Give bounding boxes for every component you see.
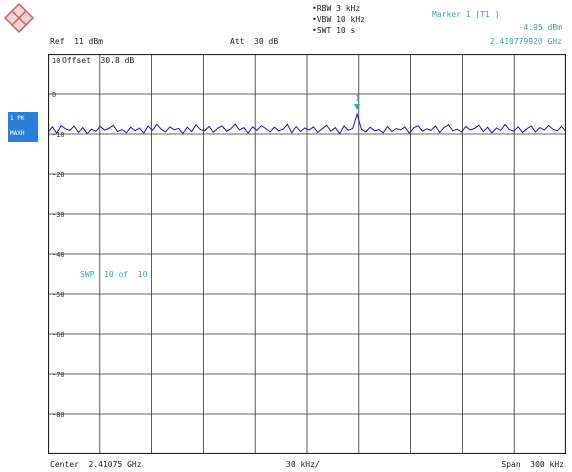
marker-1-icon: [354, 104, 361, 110]
ref-level-label: Ref 11 dBm: [50, 37, 103, 46]
y-tick-label: -80: [52, 411, 65, 419]
marker-frequency: 2.410779920 GHz: [489, 37, 562, 46]
y-tick-label: 10: [52, 57, 60, 65]
marker-title: Marker 1 [T1 ]: [432, 10, 500, 19]
attenuation-label: Att 30 dB: [230, 37, 279, 46]
span-label: Span 300 kHz: [501, 460, 564, 469]
rohde-schwarz-logo-icon: [3, 2, 35, 34]
plot-frame: [48, 54, 566, 454]
rbw-label: •RBW 3 kHz: [312, 4, 361, 13]
trace-mode-label: MAXH: [10, 130, 25, 137]
trace-mode-badge: 1 PK MAXH: [8, 112, 38, 142]
y-tick-label: -70: [52, 371, 65, 379]
spectrum-plot: 10 0 -10 -20 -30 -40 -50 -60 -70 -80 1: [48, 54, 566, 454]
y-tick-label: -20: [52, 171, 65, 179]
y-tick-label: -10: [52, 131, 65, 139]
frequency-division-label: 30 kHz/: [286, 460, 320, 469]
marker-level: -4.95 dBm: [518, 23, 562, 32]
vbw-label: •VBW 10 kHz: [312, 15, 365, 24]
offset-label: Offset 30.8 dB: [62, 56, 135, 65]
y-tick-label: -50: [52, 291, 65, 299]
sweep-count-label: SWP 10 of 10: [80, 270, 148, 279]
marker-1-label: 1: [355, 94, 360, 103]
center-frequency-label: Center 2.41075 GHz: [50, 460, 142, 469]
y-tick-label: -40: [52, 251, 65, 259]
trace-detector-label: 1 PK: [10, 115, 25, 122]
y-tick-label: 0: [52, 91, 56, 99]
swt-label: •SWT 10 s: [312, 26, 356, 35]
spectrum-trace: [48, 112, 566, 135]
y-tick-label: -30: [52, 211, 65, 219]
y-tick-label: -60: [52, 331, 65, 339]
